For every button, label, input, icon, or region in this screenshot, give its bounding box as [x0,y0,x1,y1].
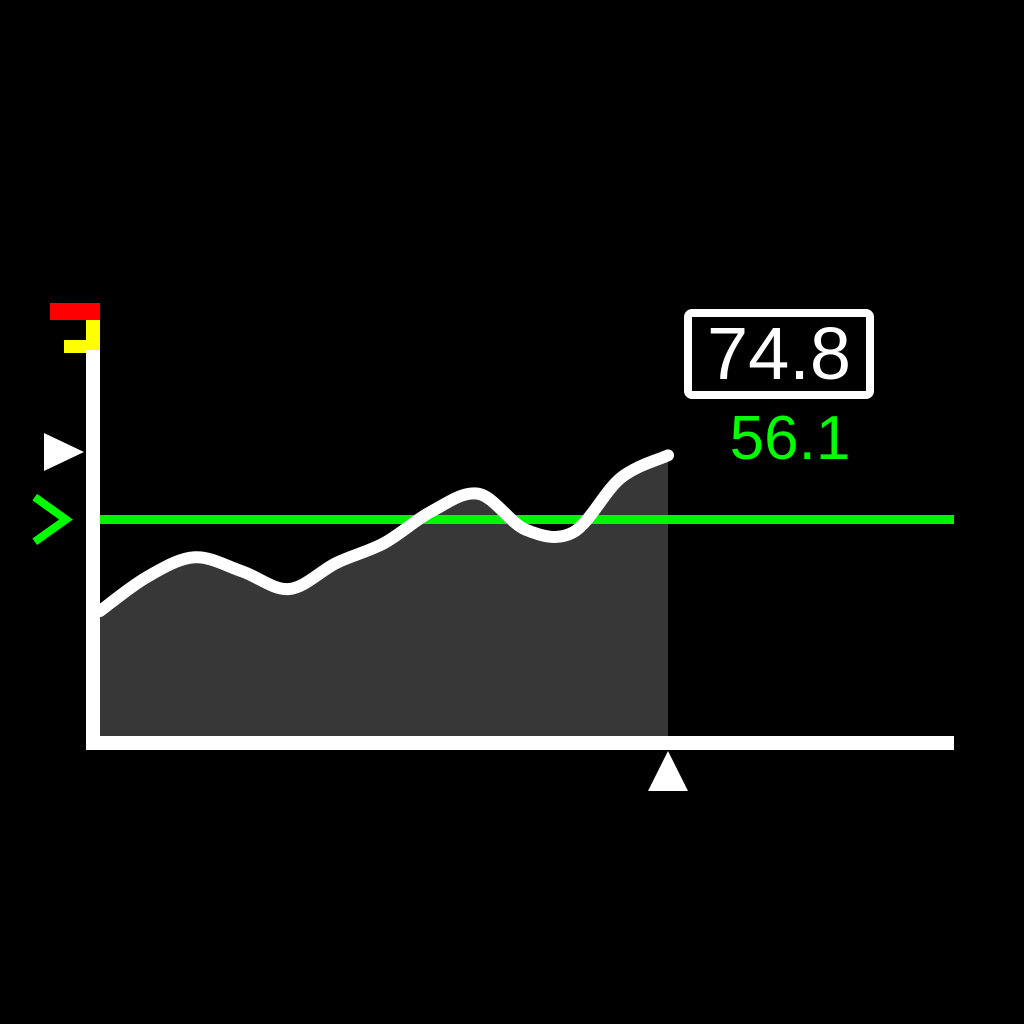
area-fill [100,455,668,736]
current-value: 74.8 [706,312,852,395]
series-line [94,449,674,617]
alarm-flag-icon [50,303,100,353]
triangle-right-icon [44,433,84,471]
triangle-up-icon[interactable] [648,751,688,791]
current-value-box: 74.8 [684,309,874,399]
alarm-mid-flag-stem [86,320,100,340]
chevron-right-icon [32,493,73,546]
alarm-mid-flag [64,340,100,353]
alarm-high-flag [50,303,100,320]
target-value: 56.1 [729,404,851,473]
